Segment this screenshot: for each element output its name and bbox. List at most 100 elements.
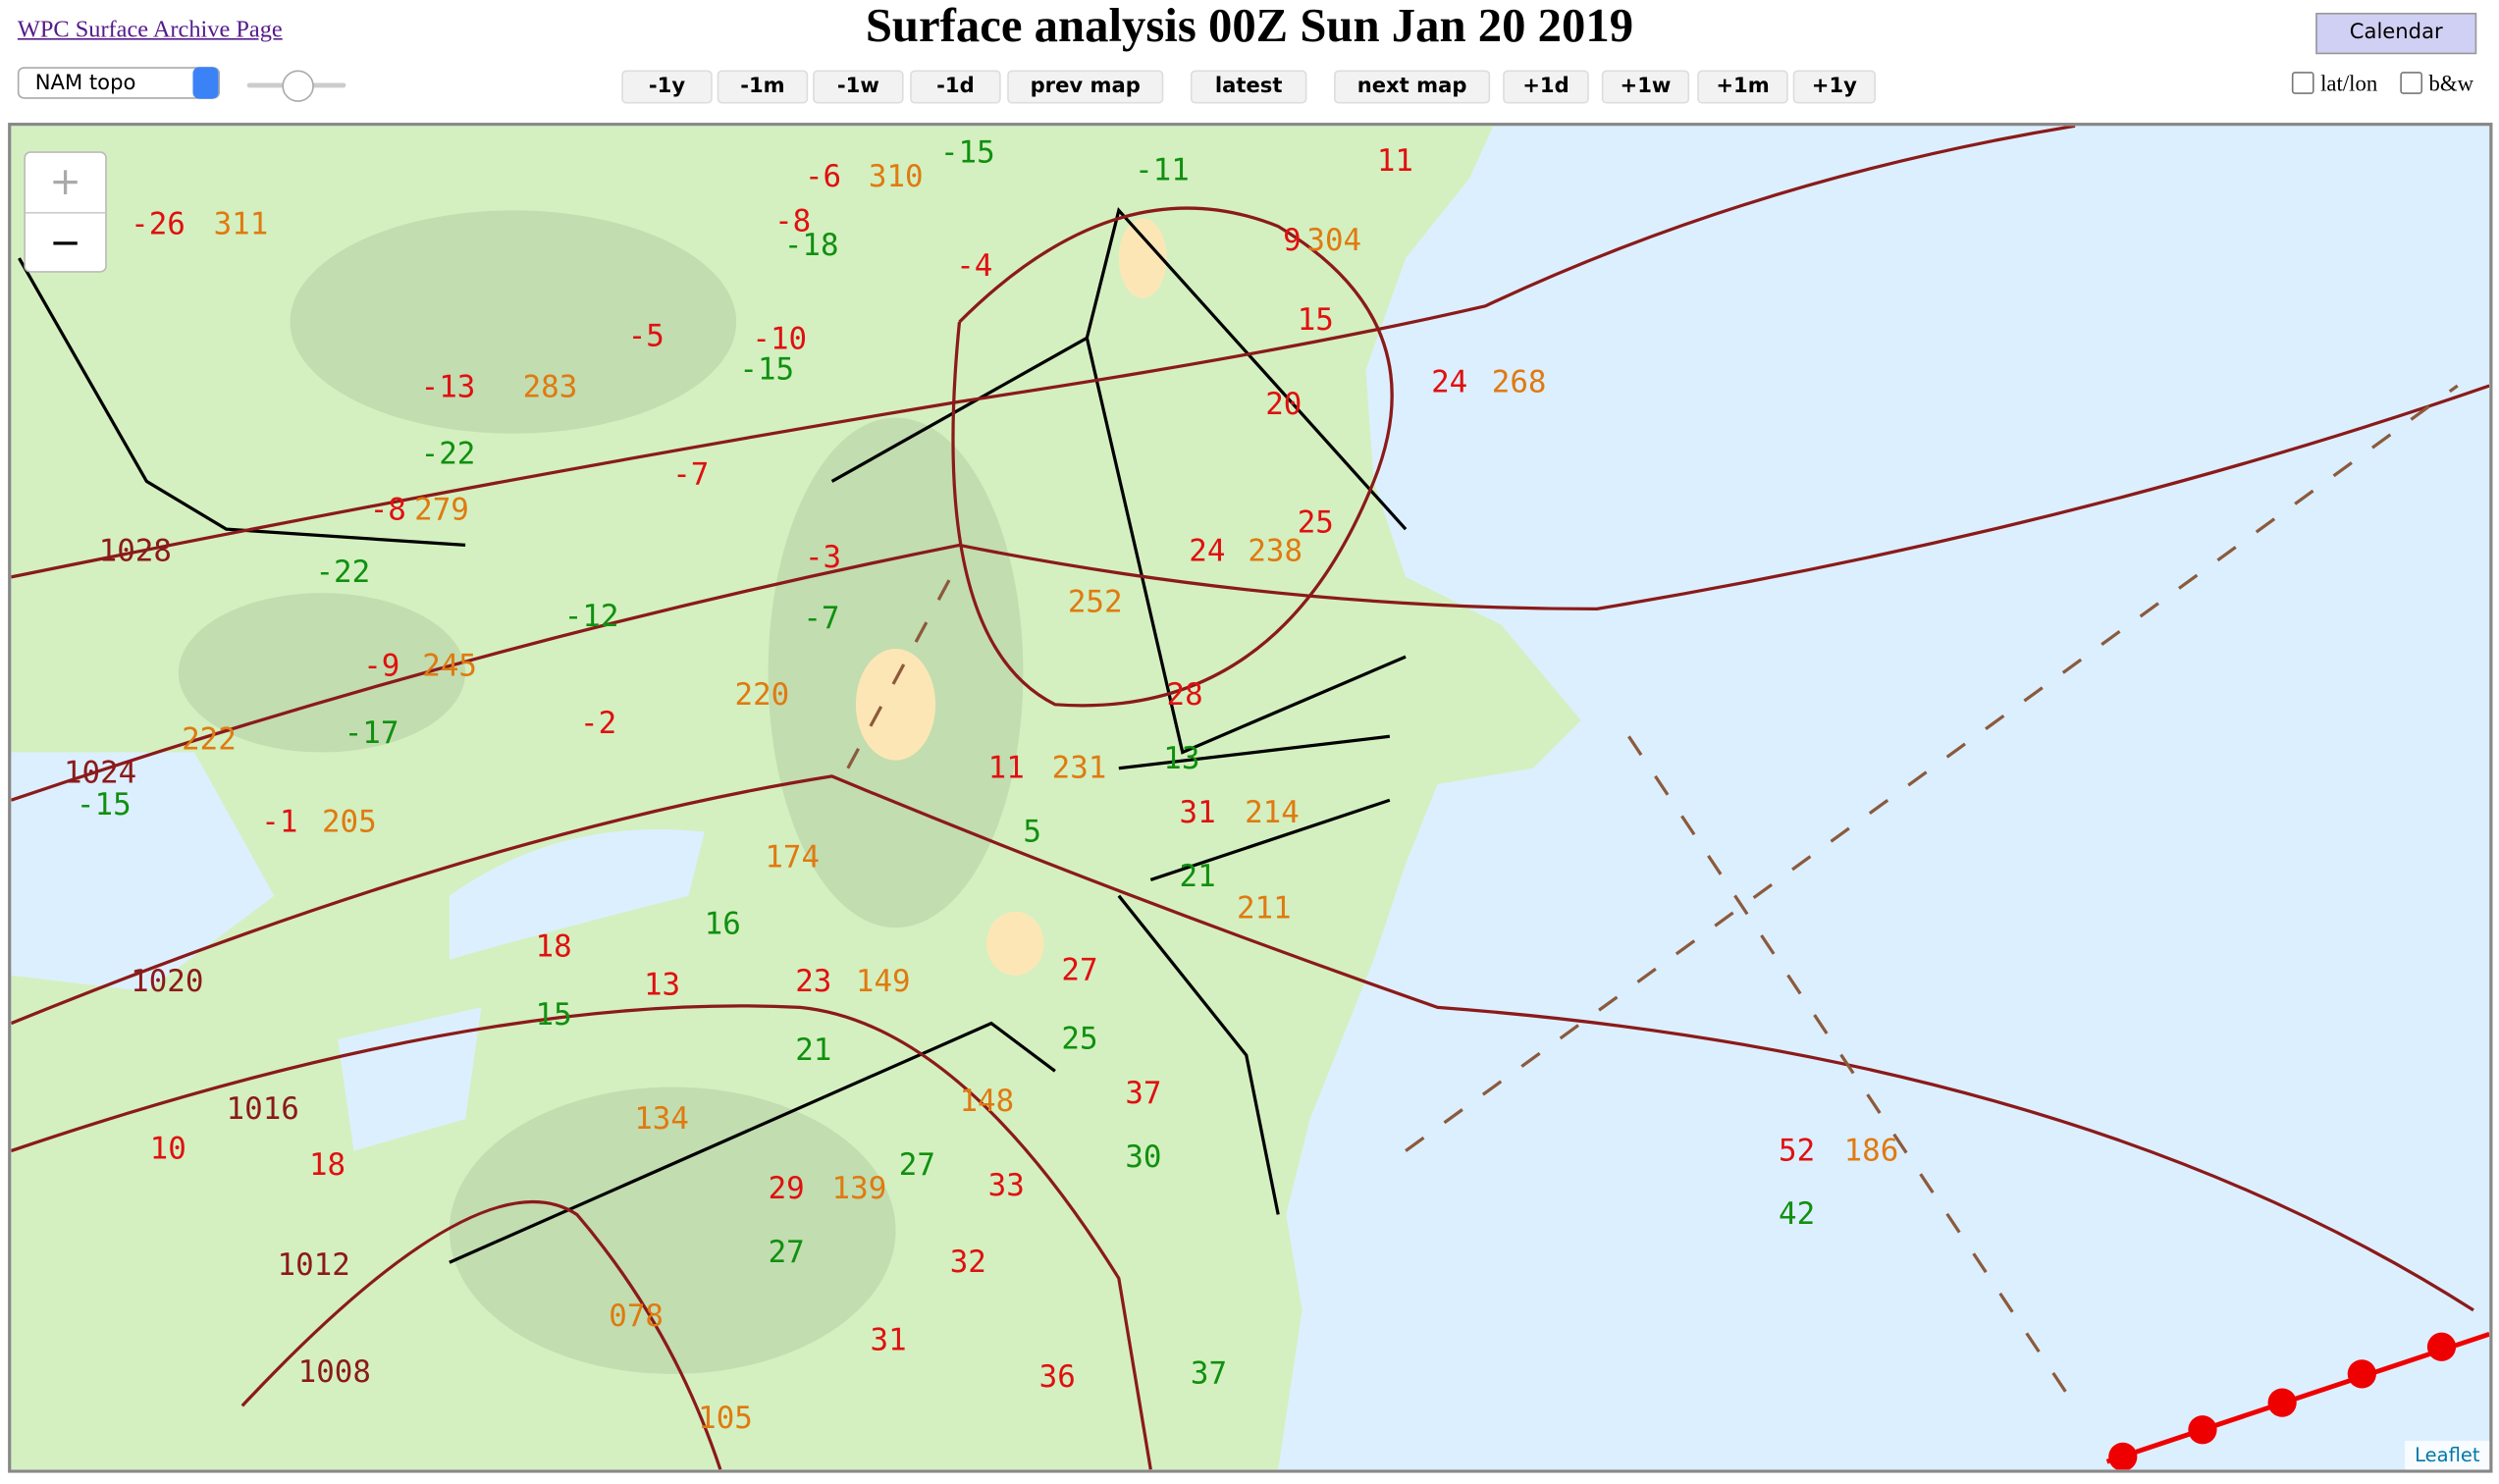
isobar-label: 1020 (131, 964, 203, 999)
calendar-button[interactable]: Calendar (2315, 12, 2477, 55)
nav-button[interactable]: -1y (621, 70, 713, 104)
temperature: -13 (421, 369, 476, 404)
temperature: 28 (1167, 677, 1203, 713)
temperature: -9 (363, 649, 399, 684)
pressure: 211 (1237, 890, 1292, 926)
temperature: 29 (769, 1171, 805, 1206)
dewpoint: 37 (1191, 1356, 1227, 1392)
pressure: 205 (322, 805, 377, 840)
temperature: 18 (309, 1147, 346, 1183)
pressure: 245 (422, 649, 477, 684)
checkbox-label: lat/lon (2320, 73, 2378, 98)
temperature: -10 (752, 322, 807, 357)
nav-button[interactable]: -1w (813, 70, 904, 104)
temperature: -7 (672, 457, 709, 493)
dewpoint: -15 (77, 787, 132, 822)
pressure: 222 (182, 721, 237, 757)
temperature: -6 (805, 159, 841, 194)
isobar-label: 1016 (227, 1091, 299, 1127)
attribution[interactable]: Leaflet (2405, 1441, 2490, 1470)
dewpoint: -18 (784, 228, 839, 263)
nav-button[interactable]: -1d (910, 70, 1001, 104)
temperature: 27 (1061, 953, 1097, 988)
temperature: 9 (1283, 223, 1302, 258)
pressure: 238 (1248, 534, 1303, 569)
checkbox[interactable]: b&w (2400, 72, 2473, 99)
archive-link[interactable]: WPC Surface Archive Page (17, 17, 283, 43)
isobar-label: 1008 (298, 1354, 371, 1390)
temperature: 18 (536, 928, 572, 964)
temperature: -4 (956, 248, 992, 284)
temperature: 32 (950, 1245, 986, 1280)
pressure: 268 (1492, 365, 1547, 400)
nav-button[interactable]: +1y (1792, 70, 1877, 104)
lakes (11, 752, 705, 1151)
temperature: 31 (871, 1323, 907, 1358)
temperature: 24 (1189, 534, 1225, 569)
temperature: 25 (1298, 504, 1334, 540)
nav-button[interactable]: +1m (1697, 70, 1788, 104)
temperature: 23 (795, 964, 831, 999)
nav-button[interactable]: +1w (1601, 70, 1690, 104)
slider-knob[interactable] (282, 70, 314, 102)
pressure: 174 (765, 839, 820, 874)
pressure: 078 (609, 1298, 664, 1334)
pressure: 134 (634, 1101, 689, 1137)
temperature: 33 (988, 1168, 1025, 1203)
pressure: 139 (832, 1171, 887, 1206)
dewpoint: -12 (564, 599, 619, 634)
temperature: 52 (1779, 1133, 1815, 1168)
temperature: -8 (370, 492, 406, 527)
checkbox[interactable]: lat/lon (2291, 72, 2378, 99)
dewpoint: 25 (1061, 1022, 1097, 1057)
dewpoint: -15 (940, 135, 995, 171)
temperature: 10 (150, 1132, 186, 1167)
dewpoint: -15 (739, 352, 794, 388)
pressure: 231 (1052, 751, 1107, 786)
dewpoint: 13 (1163, 741, 1199, 776)
isobar-label: 1028 (99, 534, 172, 569)
nav-button[interactable]: latest (1190, 70, 1307, 104)
dewpoint: 15 (536, 997, 572, 1033)
map-select[interactable]: NAM topo (17, 67, 221, 99)
temperature: 36 (1039, 1359, 1076, 1395)
pressure: 148 (959, 1084, 1014, 1119)
temperature: -8 (774, 203, 811, 238)
checkbox-label: b&w (2428, 73, 2473, 98)
zoom-out[interactable]: − (49, 220, 81, 265)
nav-button[interactable]: prev map (1007, 70, 1164, 104)
isobars (11, 126, 2490, 1470)
checkbox-box[interactable] (2400, 72, 2423, 94)
pressure: 186 (1844, 1133, 1899, 1168)
zoom-in[interactable]: + (25, 153, 106, 214)
dewpoint: 27 (899, 1147, 935, 1183)
temperature: 24 (1431, 365, 1467, 400)
dewpoint: -11 (1135, 153, 1190, 188)
zoom-control: + − (24, 151, 107, 273)
select-arrow (192, 67, 219, 99)
nav-button[interactable]: +1d (1503, 70, 1589, 104)
isobar-label: 1012 (278, 1247, 350, 1283)
select-text: NAM topo (34, 72, 136, 96)
nav-button[interactable]: next map (1334, 70, 1491, 104)
pressure: 304 (1306, 223, 1361, 258)
borders (18, 207, 1408, 1264)
dewpoint: 27 (769, 1235, 805, 1270)
dewpoint: 30 (1125, 1140, 1161, 1175)
dewpoint: 21 (795, 1033, 831, 1068)
checkbox-box[interactable] (2291, 72, 2314, 94)
dewpoint: 21 (1180, 859, 1216, 894)
dewpoint: -17 (345, 716, 399, 751)
temperature: -5 (628, 318, 665, 353)
nav-button[interactable]: -1m (717, 70, 809, 104)
temperature: 11 (988, 751, 1025, 786)
pressure: 105 (698, 1401, 753, 1436)
pressure: 214 (1245, 795, 1300, 830)
temperature: 11 (1377, 143, 1413, 179)
map[interactable]: 1028 1024 1020 1016 1012 1008 -26 -6 11 -8 -4 9 15 -5… (8, 123, 2493, 1473)
opacity-slider[interactable] (246, 70, 346, 102)
